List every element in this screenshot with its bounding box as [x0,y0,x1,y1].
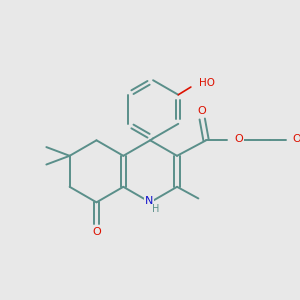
Text: O: O [292,134,300,144]
Text: N: N [145,196,153,206]
Text: H: H [152,204,160,214]
Text: O: O [197,106,206,116]
Text: O: O [234,134,243,144]
Text: O: O [92,227,101,237]
Text: HO: HO [199,78,214,88]
